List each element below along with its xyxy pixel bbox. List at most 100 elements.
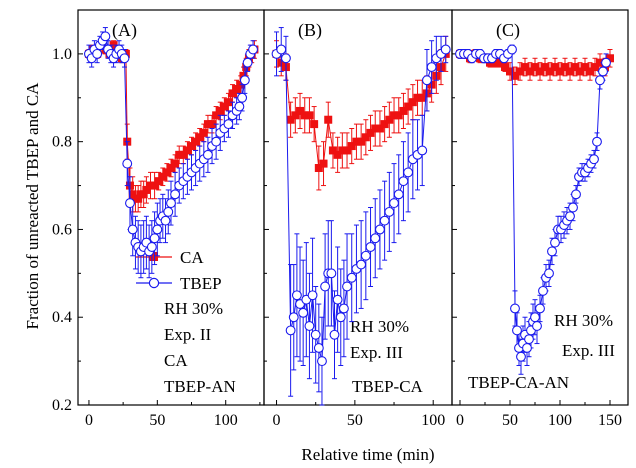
panel-b-ca-point (408, 98, 417, 107)
panel-a-tbep-point (160, 215, 171, 226)
panel-c-ca-point (586, 67, 594, 76)
panel-b-tbep-point (374, 224, 385, 235)
panel-b-tbep-point (384, 206, 395, 217)
panel-a-tbep-point (248, 44, 259, 55)
panel-b-ca-point (333, 150, 342, 159)
x-axis-title: Relative time (min) (301, 445, 434, 464)
panel-a-ca-point (212, 111, 221, 120)
panel-b-xtick-label: 100 (421, 412, 445, 429)
panel-a-ca-point (187, 142, 196, 151)
panel-c-tbep-point (598, 66, 608, 77)
panel-b-ca-point (394, 111, 403, 120)
panel-c-ca-point (581, 63, 589, 72)
panel-b-tbep-point (326, 268, 337, 279)
panel-c-ca-point (551, 63, 559, 72)
panel-a-ca-point (158, 172, 167, 181)
panel-b-tbep-point (332, 294, 343, 305)
panel-a-tbep-point (125, 198, 135, 209)
panel-b-ca-point (347, 142, 356, 151)
panel-b-tbep-point (291, 290, 302, 301)
panel-c: (C) RH 30% Exp. III TBEP-CA-AN 0 50 100 150 (451, 9, 629, 429)
panel-b-ca-point (380, 120, 389, 129)
panel-b-tbep-point (342, 281, 352, 292)
panel-b-ca-point (404, 102, 413, 111)
panel-b: (B) RH 30% Exp. III TBEP-CA 0 50 100 (263, 9, 453, 429)
panel-b-ca-point (296, 106, 305, 115)
panel-c-ca-point (606, 54, 614, 63)
panel-a-tbep-point (92, 48, 103, 59)
panel-b-ca-point (319, 159, 328, 168)
panel-b-ca-point (418, 93, 427, 102)
panel-b-ca-point (338, 146, 347, 155)
panel-a-annotation-exp: Exp. II (164, 325, 212, 344)
panel-b-ca-point (361, 133, 370, 142)
panel-c-tbep-point (544, 268, 554, 279)
panel-c-xtick-label: 0 (456, 412, 464, 429)
panel-a-legend: CA TBEP (136, 248, 222, 293)
panel-c-tbep-point (568, 202, 578, 213)
panel-b-ca-point (385, 115, 394, 124)
panel-b-ca-point (375, 124, 384, 133)
panel-a-ca-point (146, 181, 155, 190)
panel-a-tbep-point (163, 206, 174, 217)
legend-tbep-label: TBEP (180, 274, 222, 293)
panel-b-tbep-point (335, 312, 346, 323)
panel-a-ca-point (167, 164, 175, 172)
panel-c-tbep-point (589, 154, 599, 165)
panel-b-tbep-point (389, 198, 399, 209)
panel-b-ca-point (305, 111, 314, 120)
panel-c-tbep-point (512, 325, 522, 336)
panel-c-tbep-point (538, 285, 548, 296)
panel-a-ca-point (162, 168, 171, 177)
panel-a-ca-point (175, 150, 184, 159)
panel-c-tbep-point (522, 342, 532, 353)
panel-a-tbep-point (237, 92, 248, 103)
panel-a-annotation-rh: RH 30% (164, 299, 223, 318)
panel-c-annotation-exp: Exp. III (562, 341, 615, 360)
panel-a-ca-point (232, 85, 241, 93)
panel-a-annotation-sample: TBEP-AN (164, 377, 236, 396)
panel-b-tbep-point (417, 145, 428, 156)
panel-c-ca-point (596, 58, 604, 67)
panel-b-ca-point (291, 111, 300, 120)
panel-b-tbep-point (356, 259, 367, 270)
panel-c-tbep-point (550, 237, 560, 248)
panel-b-tbep-point (346, 272, 357, 283)
panel-c-ca-point (556, 67, 564, 76)
panel-c-ca-point (546, 67, 554, 76)
panel-b-tbep-point (310, 329, 321, 340)
panel-a-tbep-point (100, 31, 111, 42)
panel-c-ca-point (511, 71, 519, 80)
panel-a-ca-point (199, 128, 208, 137)
panel-a-tbep-point (166, 198, 176, 209)
panel-a-ca-point (128, 190, 137, 199)
panel-b-tbep-point (280, 53, 291, 64)
panel-c-ca-point (561, 63, 569, 72)
panel-c-tbep-series (455, 44, 611, 375)
panel-b-tbep-point (360, 250, 371, 261)
panel-a-ca-point (109, 41, 118, 50)
panel-c-tbep-point (592, 136, 602, 147)
panel-b-tbep-point (276, 44, 287, 55)
panel-a-ca-point (216, 106, 225, 115)
panel-b-ca-point (286, 115, 295, 124)
panel-c-tbep-point (595, 75, 605, 86)
y-axis-title: Fraction of unreacted TBEP and CA (23, 82, 42, 330)
panel-c-tbep-point (601, 57, 611, 68)
panel-b-ca-point (310, 120, 319, 129)
panel-c-ca-point (536, 67, 544, 76)
panel-a-ca-point (154, 177, 163, 186)
legend-tbep-marker (148, 277, 160, 289)
panel-a-ytick-label: 0.6 (52, 221, 72, 238)
panel-c-ca-point (521, 63, 529, 72)
panel-b-tbep-point (329, 329, 340, 340)
panel-b-ca-point (328, 146, 337, 155)
panel-a-ca-point (150, 181, 159, 190)
panel-a-ytick-label: 0.4 (52, 309, 72, 326)
panel-b-ca-point (300, 111, 309, 120)
panel-b-ca-series (272, 35, 450, 191)
panel-c-ca-point (571, 63, 579, 72)
panel-a-ytick-label: 0.8 (52, 134, 72, 151)
panel-a-ytick-label: 1.0 (52, 46, 72, 63)
